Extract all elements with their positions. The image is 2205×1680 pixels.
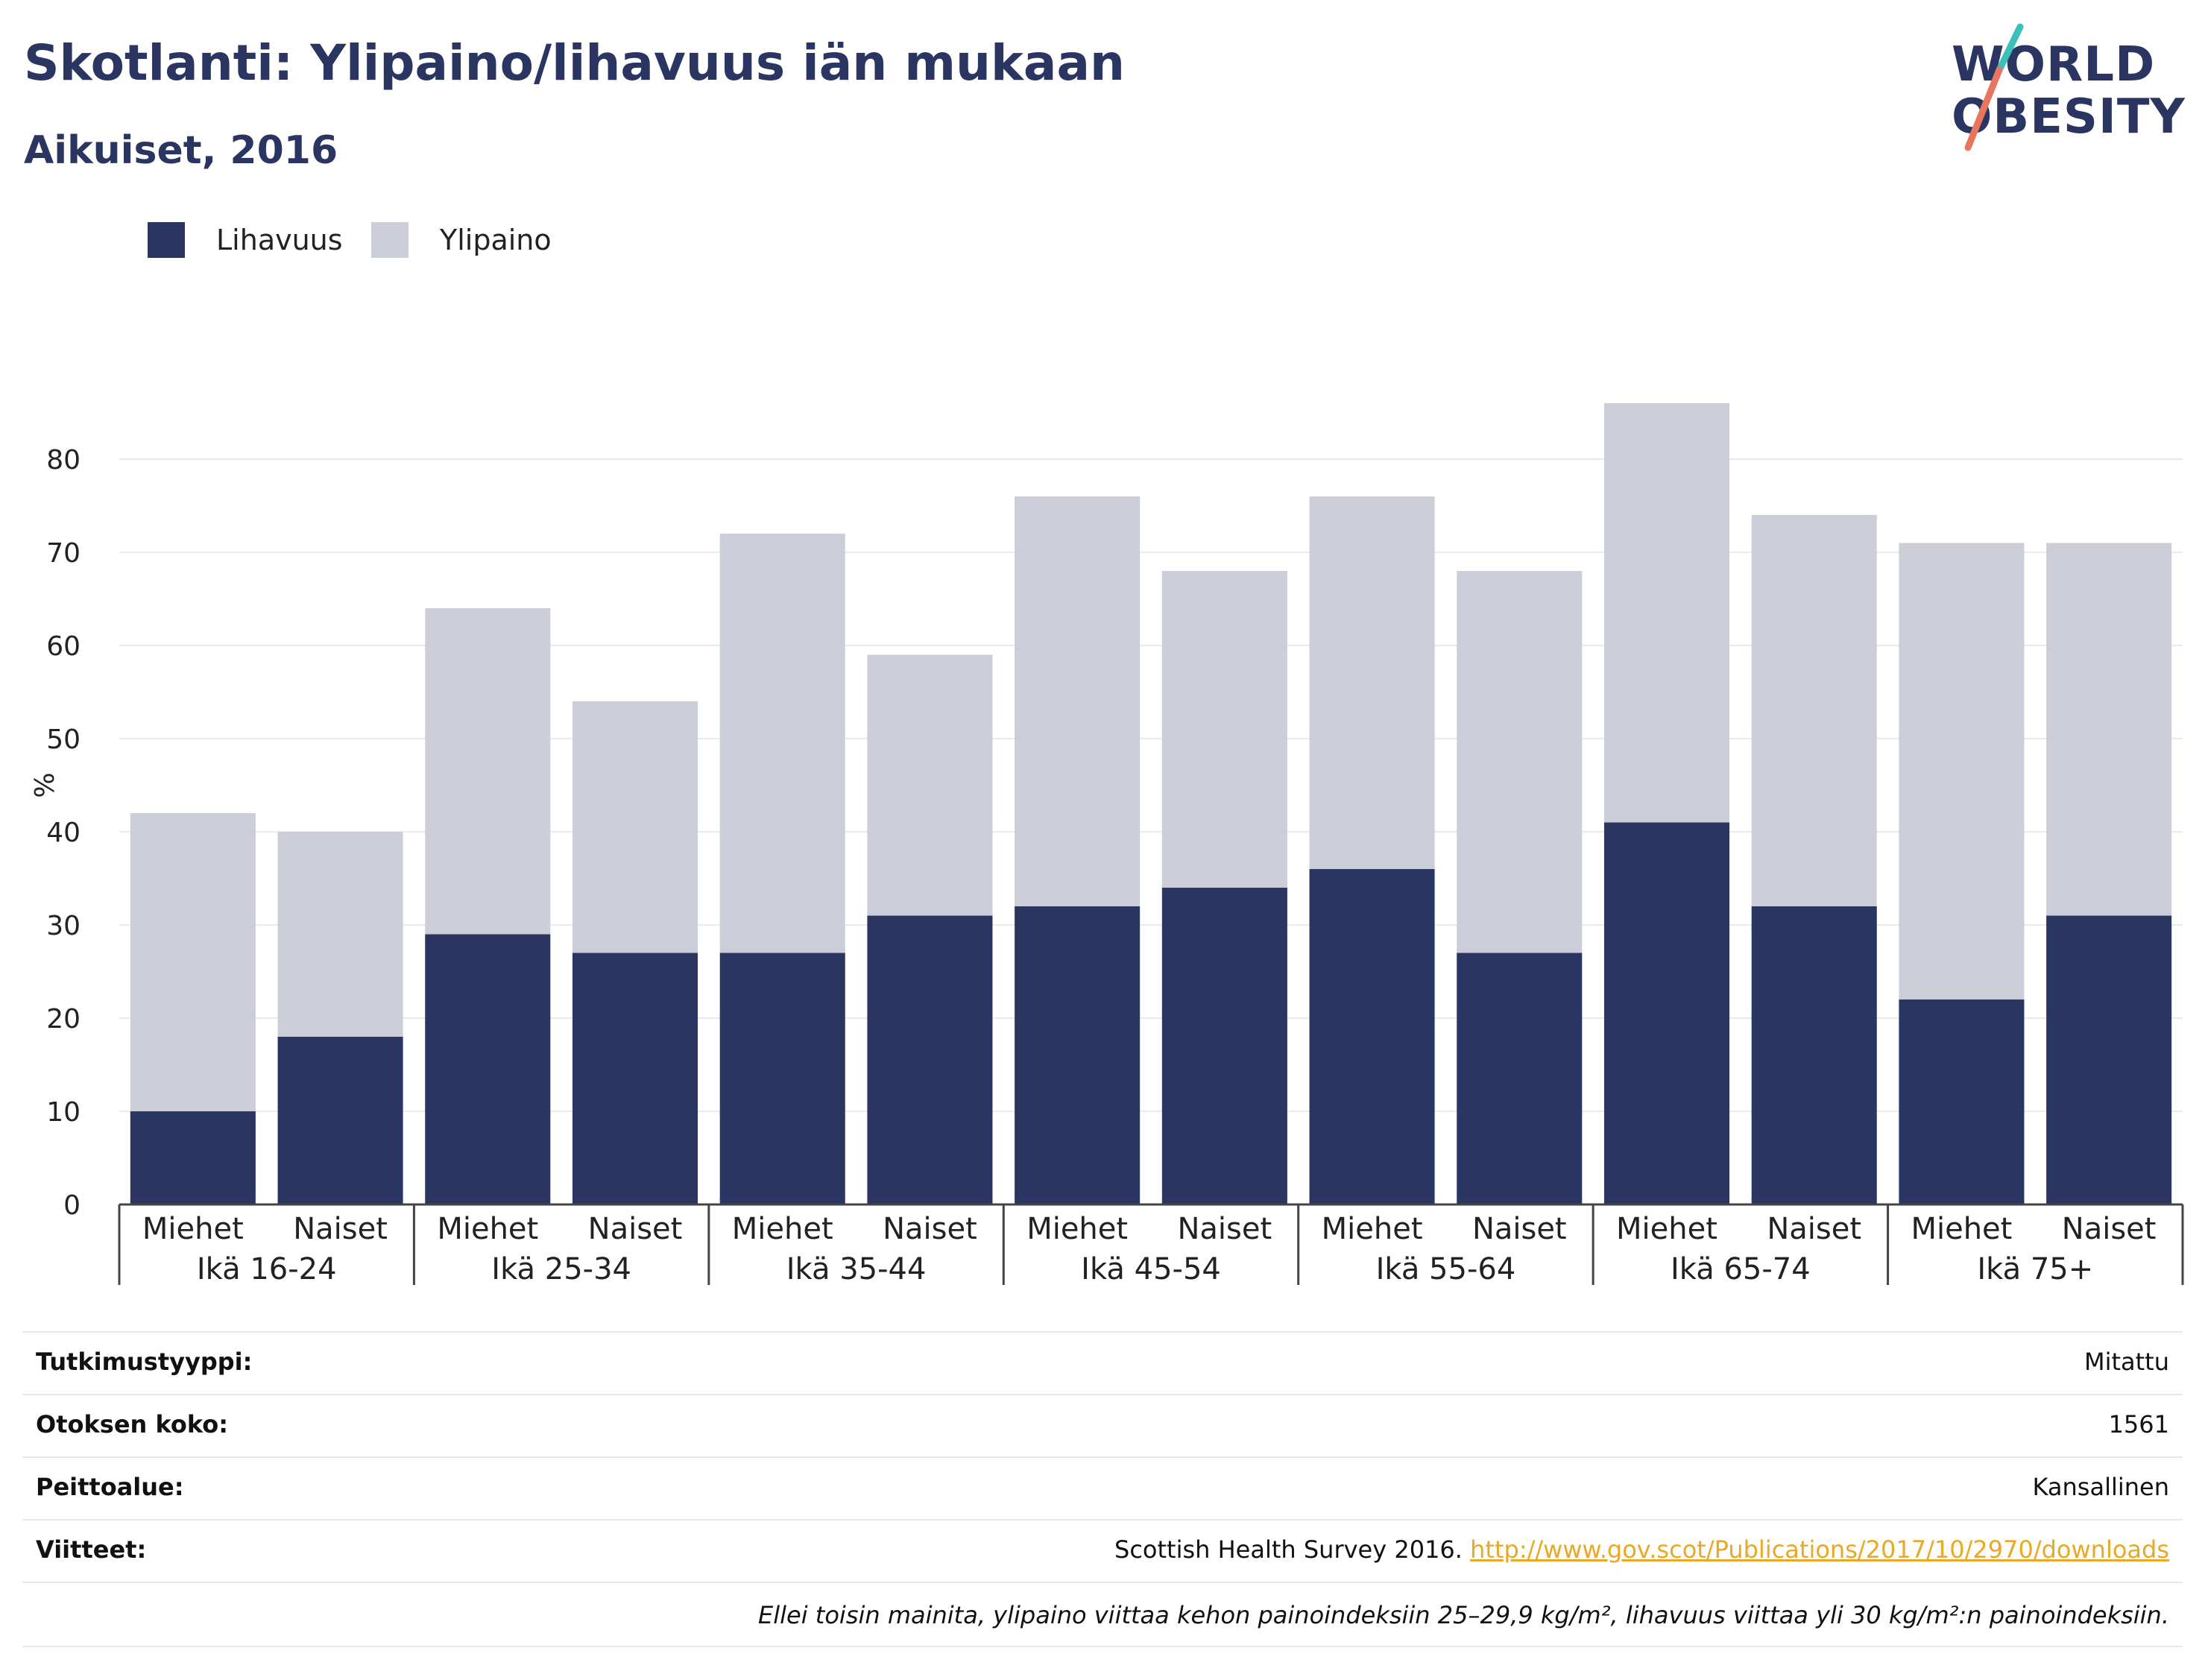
reference-text: Scottish Health Survey 2016. (1114, 1535, 1463, 1564)
x-category-label-10: Miehet (1616, 1212, 1717, 1246)
bar-lihavuus-0 (130, 1111, 256, 1204)
bar-lihavuus-4 (719, 953, 845, 1204)
stacked-bar-chart: 0 10 20 30 40 50 60 70 80% Miehet Naiset Miehet Nais… (30, 403, 2184, 1286)
x-category-label-8: Miehet (1322, 1212, 1423, 1246)
info-row-note: Ellei toisin mainita, ylipaino viittaa k… (22, 1582, 2183, 1647)
x-category-label-0: Miehet (142, 1212, 244, 1246)
x-group-label-6: Ikä 75+ (1977, 1252, 2093, 1286)
legend-label-ylipaino: Ylipaino (440, 224, 552, 256)
bar-ylipaino-12 (1899, 543, 2025, 1000)
bar-ylipaino-4 (719, 534, 845, 953)
y-tick-label-80: 80 (46, 445, 81, 476)
bar-lihavuus-2 (425, 934, 551, 1204)
bar-lihavuus-8 (1309, 869, 1435, 1204)
x-category-label-6: Miehet (1026, 1212, 1128, 1246)
x-category-label-4: Miehet (732, 1212, 833, 1246)
bar-ylipaino-13 (2046, 543, 2172, 916)
bar-lihavuus-6 (1015, 906, 1141, 1204)
x-category-label-2: Miehet (437, 1212, 538, 1246)
y-tick-label-10: 10 (46, 1097, 81, 1128)
bar-lihavuus-9 (1457, 953, 1583, 1204)
info-key-study-type: Tutkimustyyppi: (36, 1348, 253, 1376)
info-key-sample-size: Otoksen koko: (36, 1410, 229, 1439)
x-group-label-4: Ikä 55-64 (1376, 1252, 1516, 1286)
bar-ylipaino-2 (425, 608, 551, 935)
y-tick-label-20: 20 (46, 1004, 81, 1035)
x-category-label-9: Naiset (1472, 1212, 1567, 1246)
legend-swatch-lihavuus (148, 222, 185, 258)
y-axis-label: % (30, 772, 60, 798)
bar-ylipaino-7 (1161, 571, 1287, 888)
y-tick-label-30: 30 (46, 911, 81, 941)
x-group-label-2: Ikä 35-44 (786, 1252, 927, 1286)
bar-ylipaino-0 (130, 813, 256, 1111)
bar-lihavuus-1 (277, 1037, 403, 1204)
x-category-label-1: Naiset (293, 1212, 388, 1246)
info-value-study-type: Mitattu (2083, 1348, 2169, 1376)
bar-lihavuus-13 (2046, 915, 2172, 1204)
y-tick-label-50: 50 (46, 724, 81, 755)
info-value-references: Scottish Health Survey 2016. http://www.… (1114, 1535, 2169, 1564)
bar-lihavuus-11 (1751, 906, 1877, 1204)
logo-slash-icon (1964, 23, 2024, 151)
logo-line-1: WORLD (1952, 37, 2156, 92)
x-category-label-3: Naiset (588, 1212, 683, 1246)
bar-lihavuus-12 (1899, 1000, 2025, 1204)
bar-ylipaino-9 (1457, 571, 1583, 953)
info-row-references: Viitteet: Scottish Health Survey 2016. h… (22, 1519, 2183, 1582)
legend-swatch-ylipaino (371, 222, 408, 258)
bar-lihavuus-3 (572, 953, 698, 1204)
x-category-label-7: Naiset (1178, 1212, 1272, 1246)
info-key-references: Viitteet: (36, 1535, 147, 1564)
chart-title: Skotlanti: Ylipaino/lihavuus iän mukaan (24, 34, 1125, 92)
info-table: Tutkimustyyppi: Mitattu Otoksen koko: 15… (22, 1331, 2183, 1647)
world-obesity-logo: WORLD OBESITY (1946, 22, 2192, 157)
legend-label-lihavuus: Lihavuus (216, 224, 343, 256)
chart-subtitle: Aikuiset, 2016 (24, 128, 338, 173)
x-category-label-5: Naiset (883, 1212, 977, 1246)
bar-lihavuus-7 (1161, 888, 1287, 1204)
bar-ylipaino-10 (1603, 403, 1730, 823)
bar-ylipaino-6 (1015, 496, 1141, 906)
info-value-sample-size: 1561 (2108, 1410, 2169, 1439)
info-row-study-type: Tutkimustyyppi: Mitattu (22, 1331, 2183, 1394)
y-tick-label-40: 40 (46, 818, 81, 848)
bar-ylipaino-8 (1309, 496, 1435, 869)
info-row-coverage: Peittoalue: Kansallinen (22, 1456, 2183, 1519)
x-group-label-1: Ikä 25-34 (491, 1252, 631, 1286)
bar-ylipaino-1 (277, 832, 403, 1037)
reference-link[interactable]: http://www.gov.scot/Publications/2017/10… (1470, 1535, 2169, 1564)
x-group-label-0: Ikä 16-24 (197, 1252, 337, 1286)
bar-ylipaino-3 (572, 701, 698, 953)
info-key-coverage: Peittoalue: (36, 1473, 184, 1501)
x-group-label-3: Ikä 45-54 (1081, 1252, 1221, 1286)
bar-ylipaino-5 (867, 654, 993, 916)
x-category-label-13: Naiset (2062, 1212, 2157, 1246)
x-category-label-12: Miehet (1911, 1212, 2012, 1246)
y-tick-label-70: 70 (46, 538, 81, 569)
y-tick-label-0: 0 (63, 1190, 81, 1221)
x-category-label-11: Naiset (1767, 1212, 1861, 1246)
info-value-coverage: Kansallinen (2032, 1473, 2169, 1501)
definition-note: Ellei toisin mainita, ylipaino viittaa k… (758, 1601, 2169, 1629)
info-row-sample-size: Otoksen koko: 1561 (22, 1394, 2183, 1456)
x-group-label-5: Ikä 65-74 (1671, 1252, 1811, 1286)
y-tick-label-60: 60 (46, 631, 81, 662)
bar-lihavuus-5 (867, 915, 993, 1204)
bar-lihavuus-10 (1603, 822, 1730, 1204)
bar-ylipaino-11 (1751, 515, 1877, 906)
